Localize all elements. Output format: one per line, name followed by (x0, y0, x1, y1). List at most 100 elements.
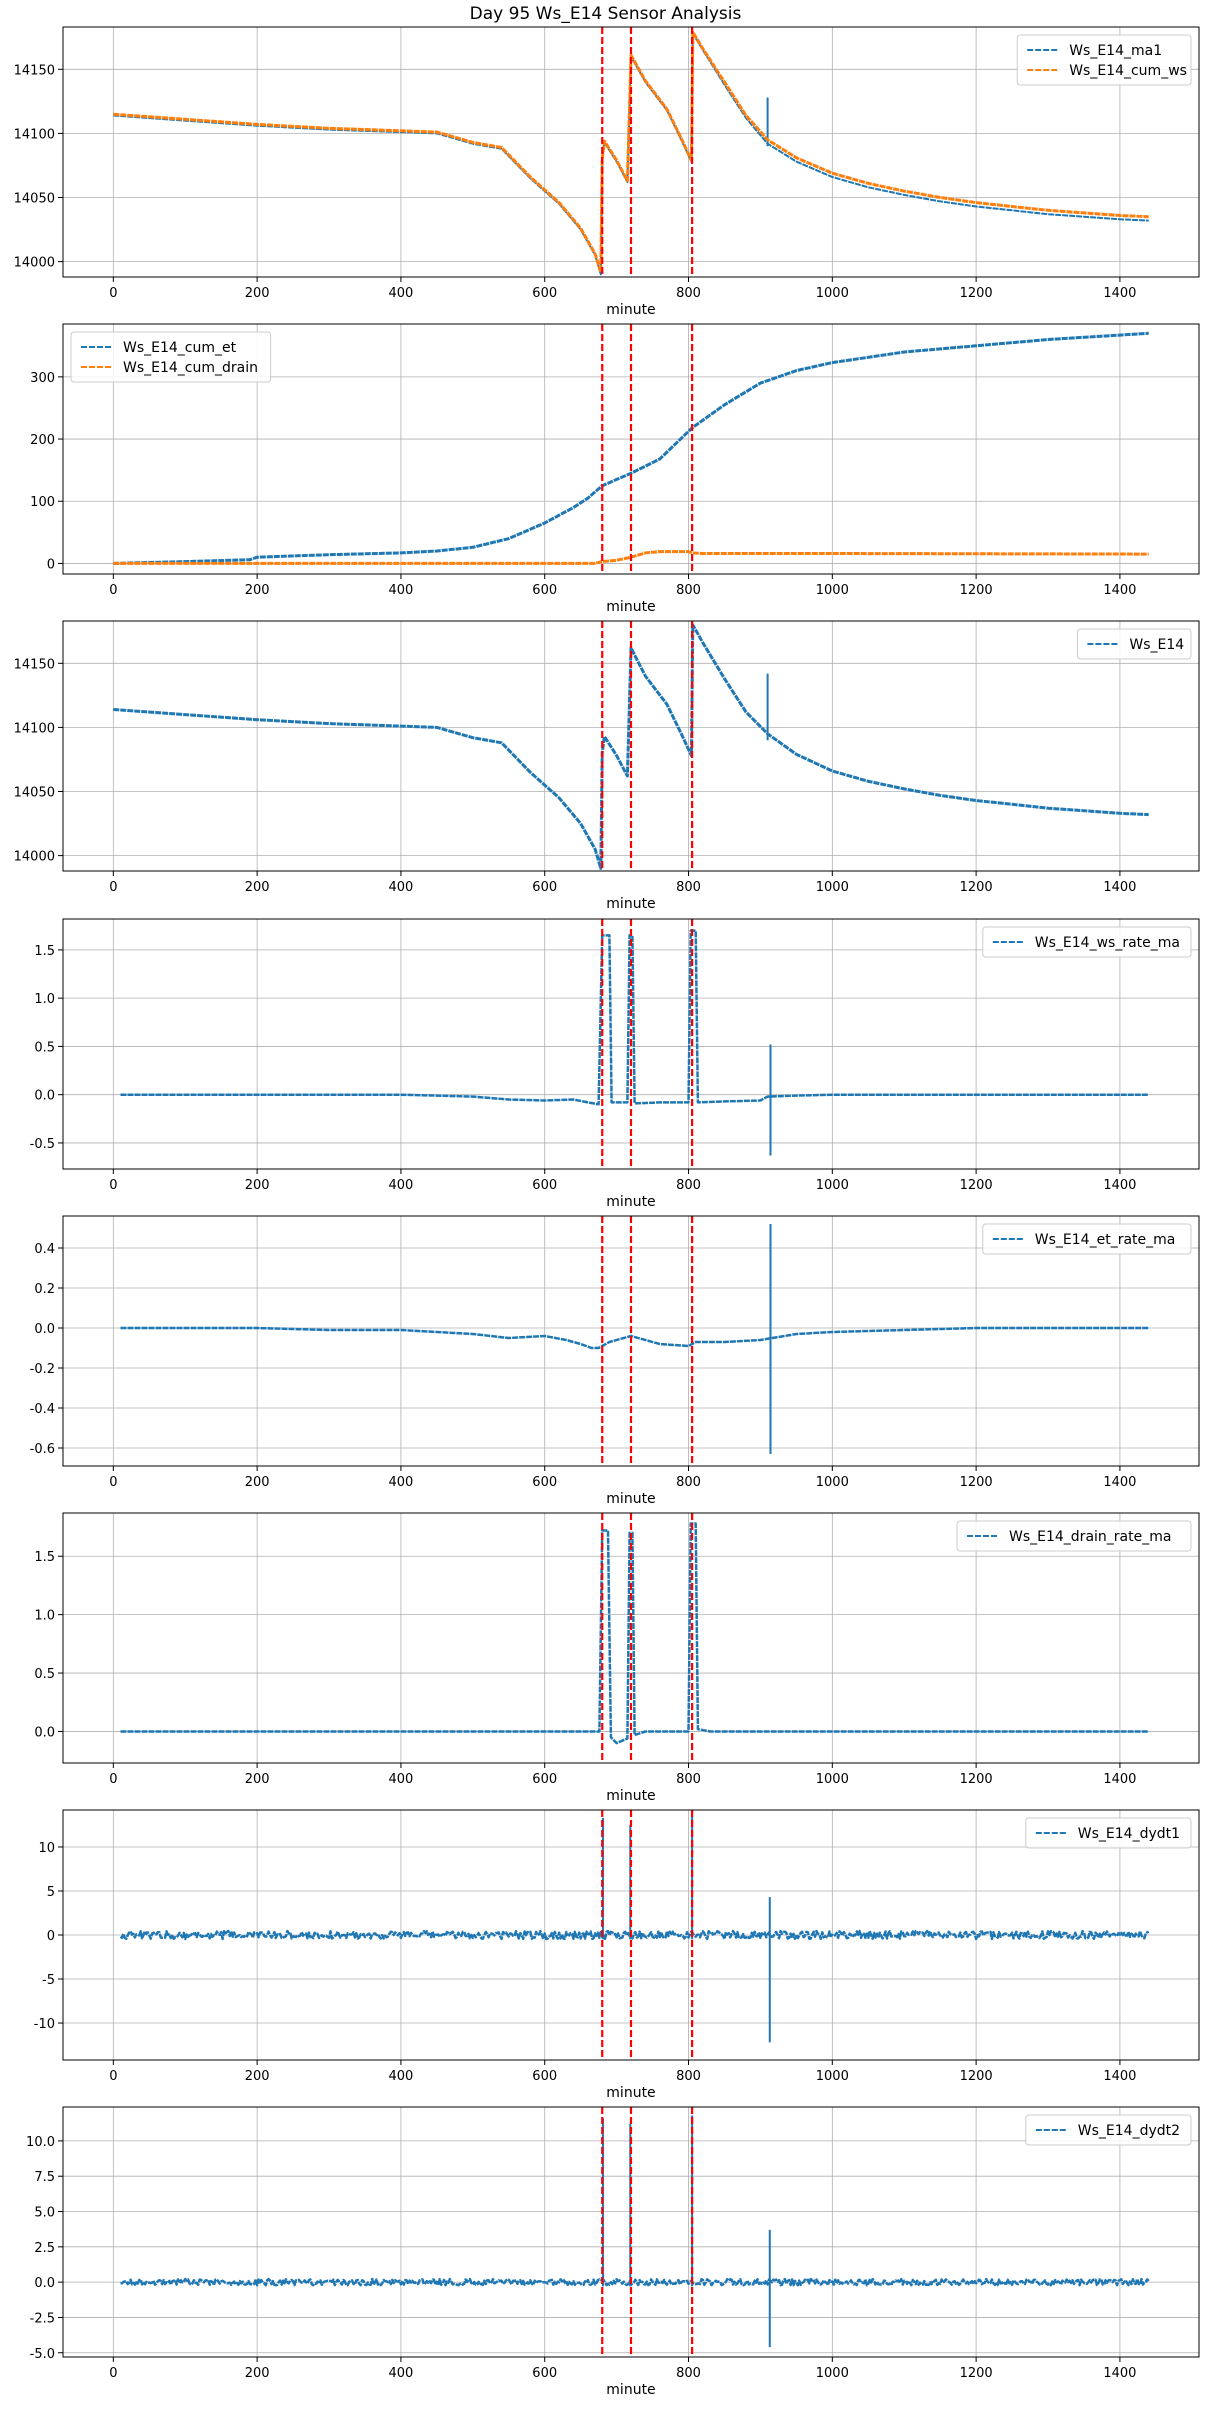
legend: Ws_E14_dydt1 (1025, 1817, 1192, 1849)
legend-box (956, 1520, 1192, 1552)
x-tick-label: 600 (532, 286, 557, 301)
x-tick-label: 400 (389, 1178, 414, 1193)
legend-box (982, 1223, 1192, 1255)
x-tick-label: 1000 (816, 1772, 849, 1787)
y-tick-label: 14100 (14, 127, 55, 142)
x-tick-label: 0 (109, 1178, 117, 1193)
y-tick-label: 5.0 (34, 2206, 55, 2221)
x-tick-label: 1000 (816, 2366, 849, 2381)
y-tick-label: 0.0 (34, 1322, 55, 1337)
x-tick-label: 1000 (816, 583, 849, 598)
x-tick-label: 600 (532, 583, 557, 598)
x-tick-label: 1200 (960, 1475, 993, 1490)
y-tick-label: -0.6 (30, 1442, 55, 1457)
x-tick-label: 0 (109, 2069, 117, 2084)
x-tick-label: 800 (676, 2366, 701, 2381)
y-tick-label: 1.0 (34, 992, 55, 1007)
series-line-Ws_E14_cum_ws (113, 30, 1149, 274)
legend-label: Ws_E14_ws_rate_ma (1035, 935, 1180, 951)
x-tick-label: 200 (245, 880, 270, 895)
chart-svg: 0 200 400 600 800 1000 1200 1400 -5.0 -2.5 0.0 2.5 5… (26, 2106, 1200, 2398)
y-tick-label: 0.0 (34, 1725, 55, 1740)
x-axis-label: minute (606, 1788, 655, 1804)
y-tick-label: 300 (30, 371, 55, 386)
y-tick-label: 0.5 (34, 1040, 55, 1055)
x-tick-label: 1400 (1103, 2366, 1136, 2381)
x-tick-label: 800 (676, 2069, 701, 2084)
x-tick-label: 200 (245, 1178, 270, 1193)
x-tick-label: 800 (676, 880, 701, 895)
x-tick-label: 1200 (960, 1178, 993, 1193)
x-tick-label: 600 (532, 2366, 557, 2381)
y-tick-label: 7.5 (34, 2171, 55, 2186)
y-tick-label: -2.5 (30, 2312, 55, 2327)
y-tick-label: 0.5 (34, 1667, 55, 1682)
legend: Ws_E14_dydt2 (1025, 2114, 1192, 2146)
legend-box (70, 331, 272, 383)
series-group (113, 331, 1149, 566)
x-tick-label: 200 (245, 2069, 270, 2084)
x-tick-label: 1000 (816, 1178, 849, 1193)
x-tick-label: 400 (389, 1475, 414, 1490)
y-tick-label: -10 (34, 2017, 55, 2032)
chart-svg: 0 200 400 600 800 1000 1200 1400 0.0 0.5 1.0 1.5 min… (34, 1512, 1200, 1804)
legend-label: Ws_E14_cum_drain (123, 360, 258, 376)
x-tick-label: 1400 (1103, 1772, 1136, 1787)
x-tick-label: 1400 (1103, 1178, 1136, 1193)
legend: Ws_E14 (1076, 628, 1192, 660)
legend-label: Ws_E14_ma1 (1069, 43, 1162, 59)
legend-label: Ws_E14_cum_ws (1069, 63, 1187, 79)
axes-frame (62, 2106, 1200, 2358)
y-tick-label: -5 (42, 1973, 55, 1988)
y-tick-label: 0.4 (34, 1242, 55, 1257)
legend-box (1076, 628, 1192, 660)
y-tick-label: 1.0 (34, 1609, 55, 1624)
y-tick-label: 14150 (14, 63, 55, 78)
y-tick-label: 200 (30, 433, 55, 448)
x-tick-label: 0 (109, 286, 117, 301)
y-tick-label: 5 (47, 1885, 55, 1900)
legend-label: Ws_E14_cum_et (123, 340, 237, 356)
y-tick-label: 1.5 (34, 943, 55, 958)
y-tick-label: -5.0 (30, 2347, 55, 2362)
subplot-2: 0 200 400 600 800 1000 1200 1400 0 100 200 300 minut… (0, 323, 1211, 621)
x-axis-label: minute (606, 896, 655, 912)
chart-svg: 0 200 400 600 800 1000 1200 1400 -0.6 -0.4 -0.2 0.0… (30, 1215, 1200, 1507)
x-tick-label: 600 (532, 880, 557, 895)
y-tick-label: 14000 (14, 850, 55, 865)
subplot-6: 0 200 400 600 800 1000 1200 1400 0.0 0.5 1.0 1.5 min… (0, 1512, 1211, 1810)
subplot-4: 0 200 400 600 800 1000 1200 1400 -0.5 0.0 0.5 1.0 1.… (0, 918, 1211, 1216)
y-tick-label: -0.2 (30, 1362, 55, 1377)
legend: Ws_E14_ma1 Ws_E14_cum_ws (1016, 34, 1192, 86)
x-tick-label: 1200 (960, 1772, 993, 1787)
x-tick-label: 1200 (960, 2069, 993, 2084)
y-tick-label: 0.0 (34, 1088, 55, 1103)
series-line-Ws_E14_ws_rate_ma (120, 928, 1149, 1106)
x-tick-label: 1000 (816, 1475, 849, 1490)
x-tick-label: 1400 (1103, 880, 1136, 895)
y-tick-label: 14050 (14, 786, 55, 801)
x-tick-label: 800 (676, 1178, 701, 1193)
legend-box (1025, 1817, 1192, 1849)
y-tick-label: 14000 (14, 256, 55, 271)
series-line-Ws_E14_cum_drain (113, 550, 1149, 566)
legend-label: Ws_E14_drain_rate_ma (1009, 1529, 1171, 1545)
legend-box (982, 926, 1192, 958)
x-tick-label: 400 (389, 583, 414, 598)
y-tick-label: 14050 (14, 192, 55, 207)
y-tick-label: 14100 (14, 722, 55, 737)
chart-svg: 0 200 400 600 800 1000 1200 1400 0 100 200 300 minut… (30, 323, 1200, 615)
legend: Ws_E14_cum_et Ws_E14_cum_drain (70, 331, 272, 383)
y-tick-label: 14150 (14, 658, 55, 673)
x-axis-label: minute (606, 1194, 655, 1210)
x-tick-label: 600 (532, 1475, 557, 1490)
y-tick-label: -0.4 (30, 1402, 55, 1417)
series-group (113, 623, 1149, 871)
legend: Ws_E14_et_rate_ma (982, 1223, 1192, 1255)
y-tick-label: 0.2 (34, 1282, 55, 1297)
x-tick-label: 400 (389, 2069, 414, 2084)
x-tick-label: 600 (532, 1772, 557, 1787)
x-tick-label: 0 (109, 1772, 117, 1787)
x-tick-label: 1200 (960, 880, 993, 895)
x-tick-label: 0 (109, 2366, 117, 2381)
